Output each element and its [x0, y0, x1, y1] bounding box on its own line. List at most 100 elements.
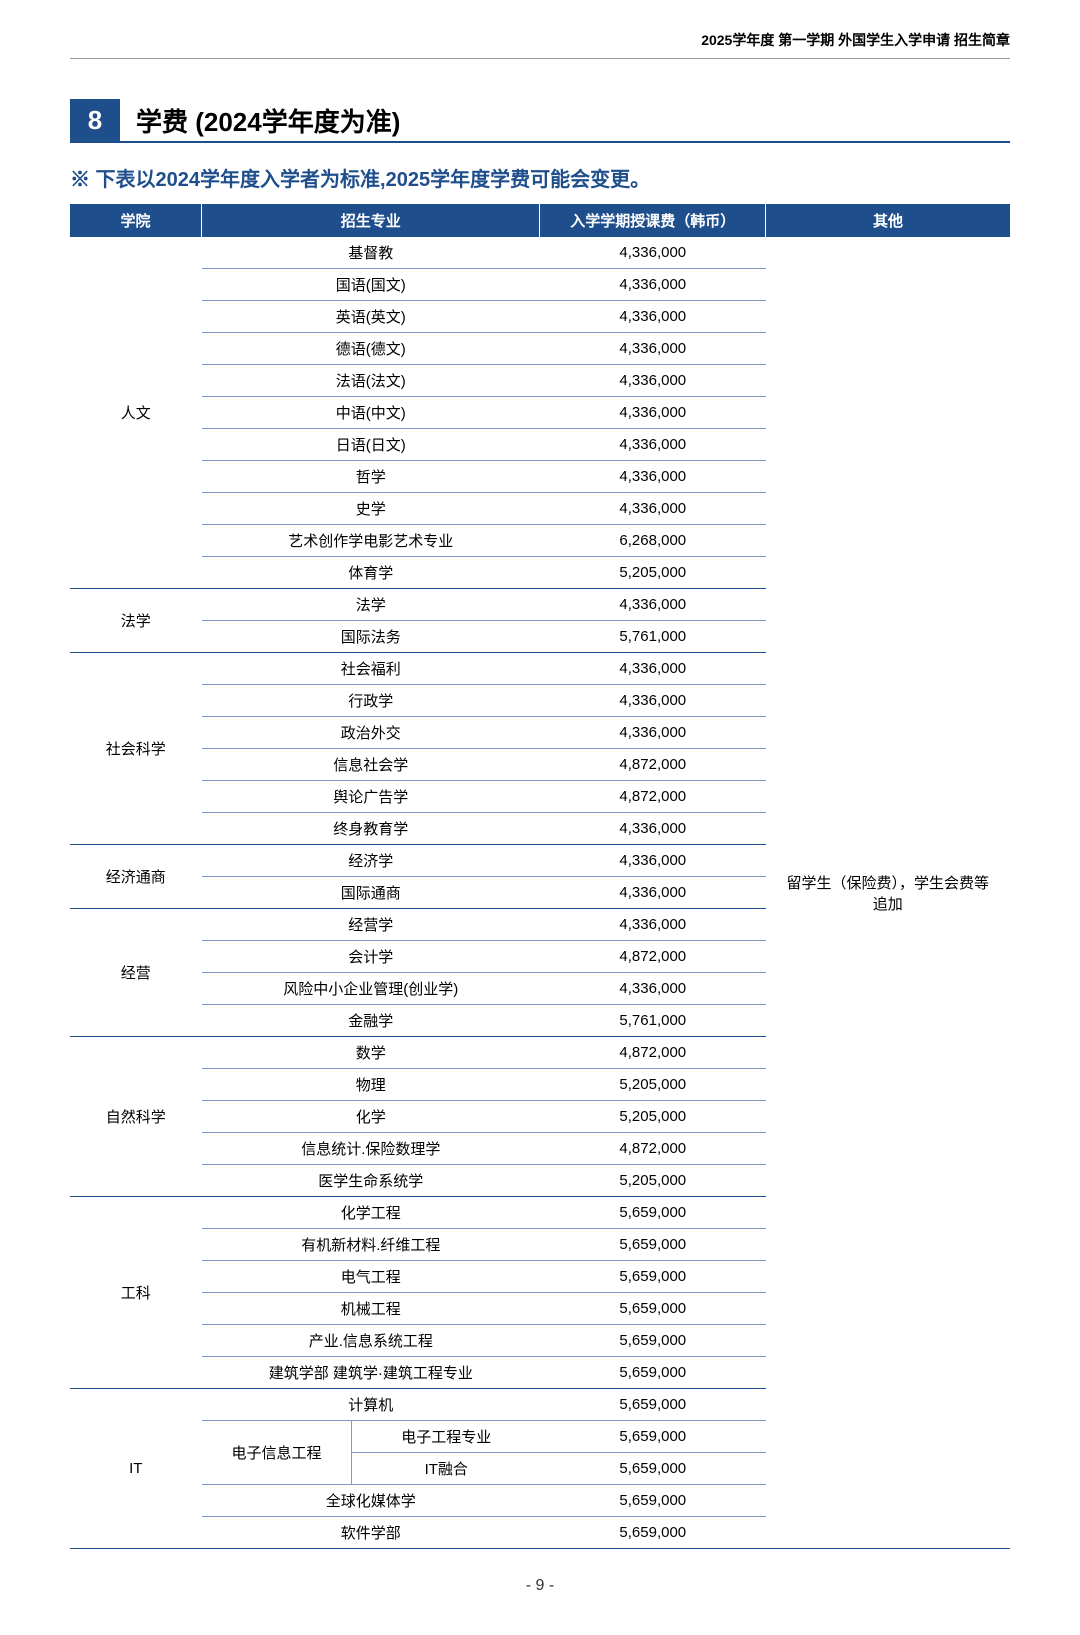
fee-cell: 4,336,000: [540, 685, 766, 717]
college-cell: 法学: [70, 589, 202, 653]
major-cell: 舆论广告学: [202, 781, 540, 813]
fee-cell: 5,659,000: [540, 1485, 766, 1517]
major-cell: 有机新材料.纤维工程: [202, 1229, 540, 1261]
fee-cell: 4,336,000: [540, 429, 766, 461]
fee-cell: 4,336,000: [540, 301, 766, 333]
major-cell: 全球化媒体学: [202, 1485, 540, 1517]
fee-cell: 4,336,000: [540, 397, 766, 429]
college-cell: 经济通商: [70, 845, 202, 909]
fee-cell: 4,872,000: [540, 941, 766, 973]
major-cell: 软件学部: [202, 1517, 540, 1549]
major-cell: 史学: [202, 493, 540, 525]
major-cell: 艺术创作学电影艺术专业: [202, 525, 540, 557]
fee-cell: 5,659,000: [540, 1357, 766, 1389]
major-cell: 经营学: [202, 909, 540, 941]
table-header-row: 学院 招生专业 入学学期授课费（韩币） 其他: [70, 204, 1010, 237]
fee-cell: 4,336,000: [540, 877, 766, 909]
fee-cell: 4,872,000: [540, 749, 766, 781]
fee-cell: 4,872,000: [540, 1037, 766, 1069]
page-header: 2025学年度 第一学期 外国学生入学申请 招生简章: [70, 30, 1010, 59]
major-cell: 日语(日文): [202, 429, 540, 461]
fee-cell: 5,659,000: [540, 1229, 766, 1261]
major-cell: 化学: [202, 1101, 540, 1133]
major-cell: 电气工程: [202, 1261, 540, 1293]
major-cell: 德语(德文): [202, 333, 540, 365]
major-cell: 经济学: [202, 845, 540, 877]
major-cell: 国际法务: [202, 621, 540, 653]
major-cell: 行政学: [202, 685, 540, 717]
major-cell: 医学生命系统学: [202, 1165, 540, 1197]
col-college: 学院: [70, 204, 202, 237]
tuition-table: 学院 招生专业 入学学期授课费（韩币） 其他 人文基督教4,336,000留学生…: [70, 204, 1010, 1549]
major-cell: 哲学: [202, 461, 540, 493]
col-fee: 入学学期授课费（韩币）: [540, 204, 766, 237]
major-cell: 政治外交: [202, 717, 540, 749]
major-cell: 机械工程: [202, 1293, 540, 1325]
fee-cell: 4,872,000: [540, 781, 766, 813]
fee-cell: 4,336,000: [540, 717, 766, 749]
college-cell: 社会科学: [70, 653, 202, 845]
other-cell: 留学生（保险费），学生会费等 追加: [766, 237, 1010, 1549]
fee-cell: 6,268,000: [540, 525, 766, 557]
fee-cell: 5,761,000: [540, 1005, 766, 1037]
fee-cell: 4,336,000: [540, 493, 766, 525]
section-title-bar: 8 学费 (2024学年度为准): [70, 99, 1010, 143]
major-cell: 法学: [202, 589, 540, 621]
fee-cell: 4,336,000: [540, 365, 766, 397]
major-cell: 物理: [202, 1069, 540, 1101]
fee-cell: 4,336,000: [540, 237, 766, 269]
fee-cell: 5,659,000: [540, 1453, 766, 1485]
major-group-cell: 电子信息工程: [202, 1421, 352, 1485]
note-text: ※ 下表以2024学年度入学者为标准,2025学年度学费可能会变更。: [70, 163, 1010, 192]
major-cell: 风险中小企业管理(创业学): [202, 973, 540, 1005]
fee-cell: 5,205,000: [540, 1165, 766, 1197]
fee-cell: 5,659,000: [540, 1261, 766, 1293]
college-cell: IT: [70, 1389, 202, 1549]
fee-cell: 5,659,000: [540, 1389, 766, 1421]
major-sub-cell: 电子工程专业: [352, 1421, 540, 1453]
fee-cell: 4,872,000: [540, 1133, 766, 1165]
college-cell: 工科: [70, 1197, 202, 1389]
fee-cell: 4,336,000: [540, 461, 766, 493]
fee-cell: 4,336,000: [540, 589, 766, 621]
major-cell: 金融学: [202, 1005, 540, 1037]
fee-cell: 4,336,000: [540, 653, 766, 685]
college-cell: 经营: [70, 909, 202, 1037]
college-cell: 自然科学: [70, 1037, 202, 1197]
major-cell: 化学工程: [202, 1197, 540, 1229]
section-number: 8: [70, 99, 120, 141]
fee-cell: 5,205,000: [540, 1101, 766, 1133]
fee-cell: 5,205,000: [540, 1069, 766, 1101]
major-cell: 中语(中文): [202, 397, 540, 429]
fee-cell: 4,336,000: [540, 269, 766, 301]
major-cell: 社会福利: [202, 653, 540, 685]
fee-cell: 4,336,000: [540, 973, 766, 1005]
major-cell: 信息社会学: [202, 749, 540, 781]
college-cell: 人文: [70, 237, 202, 589]
major-cell: 数学: [202, 1037, 540, 1069]
major-cell: 英语(英文): [202, 301, 540, 333]
major-cell: 终身教育学: [202, 813, 540, 845]
fee-cell: 4,336,000: [540, 333, 766, 365]
major-sub-cell: IT融合: [352, 1453, 540, 1485]
major-cell: 建筑学部 建筑学·建筑工程专业: [202, 1357, 540, 1389]
page-number: - 9 -: [70, 1577, 1010, 1595]
fee-cell: 5,659,000: [540, 1517, 766, 1549]
major-cell: 产业.信息系统工程: [202, 1325, 540, 1357]
col-other: 其他: [766, 204, 1010, 237]
major-cell: 基督教: [202, 237, 540, 269]
major-cell: 会计学: [202, 941, 540, 973]
major-cell: 法语(法文): [202, 365, 540, 397]
major-cell: 国语(国文): [202, 269, 540, 301]
section-title-text: 学费 (2024学年度为准): [120, 102, 400, 139]
fee-cell: 5,659,000: [540, 1293, 766, 1325]
major-cell: 体育学: [202, 557, 540, 589]
major-cell: 计算机: [202, 1389, 540, 1421]
fee-cell: 4,336,000: [540, 845, 766, 877]
fee-cell: 4,336,000: [540, 813, 766, 845]
fee-cell: 5,761,000: [540, 621, 766, 653]
col-major: 招生专业: [202, 204, 540, 237]
fee-cell: 5,659,000: [540, 1325, 766, 1357]
major-cell: 信息统计.保险数理学: [202, 1133, 540, 1165]
table-row: 人文基督教4,336,000留学生（保险费），学生会费等 追加: [70, 237, 1010, 269]
